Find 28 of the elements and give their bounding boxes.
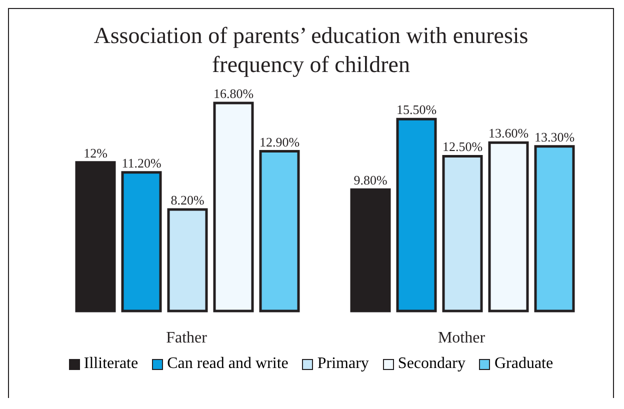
chart-title: Association of parents’ education with enuresis frequency of children — [92, 22, 530, 79]
x-tick-label: Mother — [438, 329, 486, 346]
data-label: 13.60% — [488, 126, 529, 141]
data-label: 9.80% — [354, 172, 388, 188]
data-label: 15.50% — [396, 102, 437, 118]
bar — [259, 150, 300, 312]
bar — [488, 141, 529, 312]
legend-label: Secondary — [396, 355, 466, 373]
data-label: 12.50% — [442, 139, 483, 154]
data-label: 11.20% — [122, 155, 162, 170]
bar — [534, 145, 575, 312]
data-label: 13.30% — [534, 129, 575, 144]
data-label: 12% — [84, 145, 108, 160]
bar — [442, 154, 483, 312]
legend-label: Primary — [316, 355, 369, 373]
bar — [350, 188, 391, 312]
legend-label: Illiterate — [82, 355, 138, 373]
bar — [213, 102, 254, 312]
data-label: 12.90% — [259, 134, 300, 150]
bar — [75, 161, 116, 312]
legend-label: Graduate — [493, 355, 554, 373]
bar — [396, 118, 437, 312]
data-label: 8.20% — [170, 192, 204, 208]
bar — [167, 208, 208, 312]
legend-label: Can read and write — [166, 355, 288, 373]
bar — [121, 171, 162, 312]
x-tick-label: Father — [166, 329, 208, 346]
data-label: 16.80% — [213, 86, 254, 101]
